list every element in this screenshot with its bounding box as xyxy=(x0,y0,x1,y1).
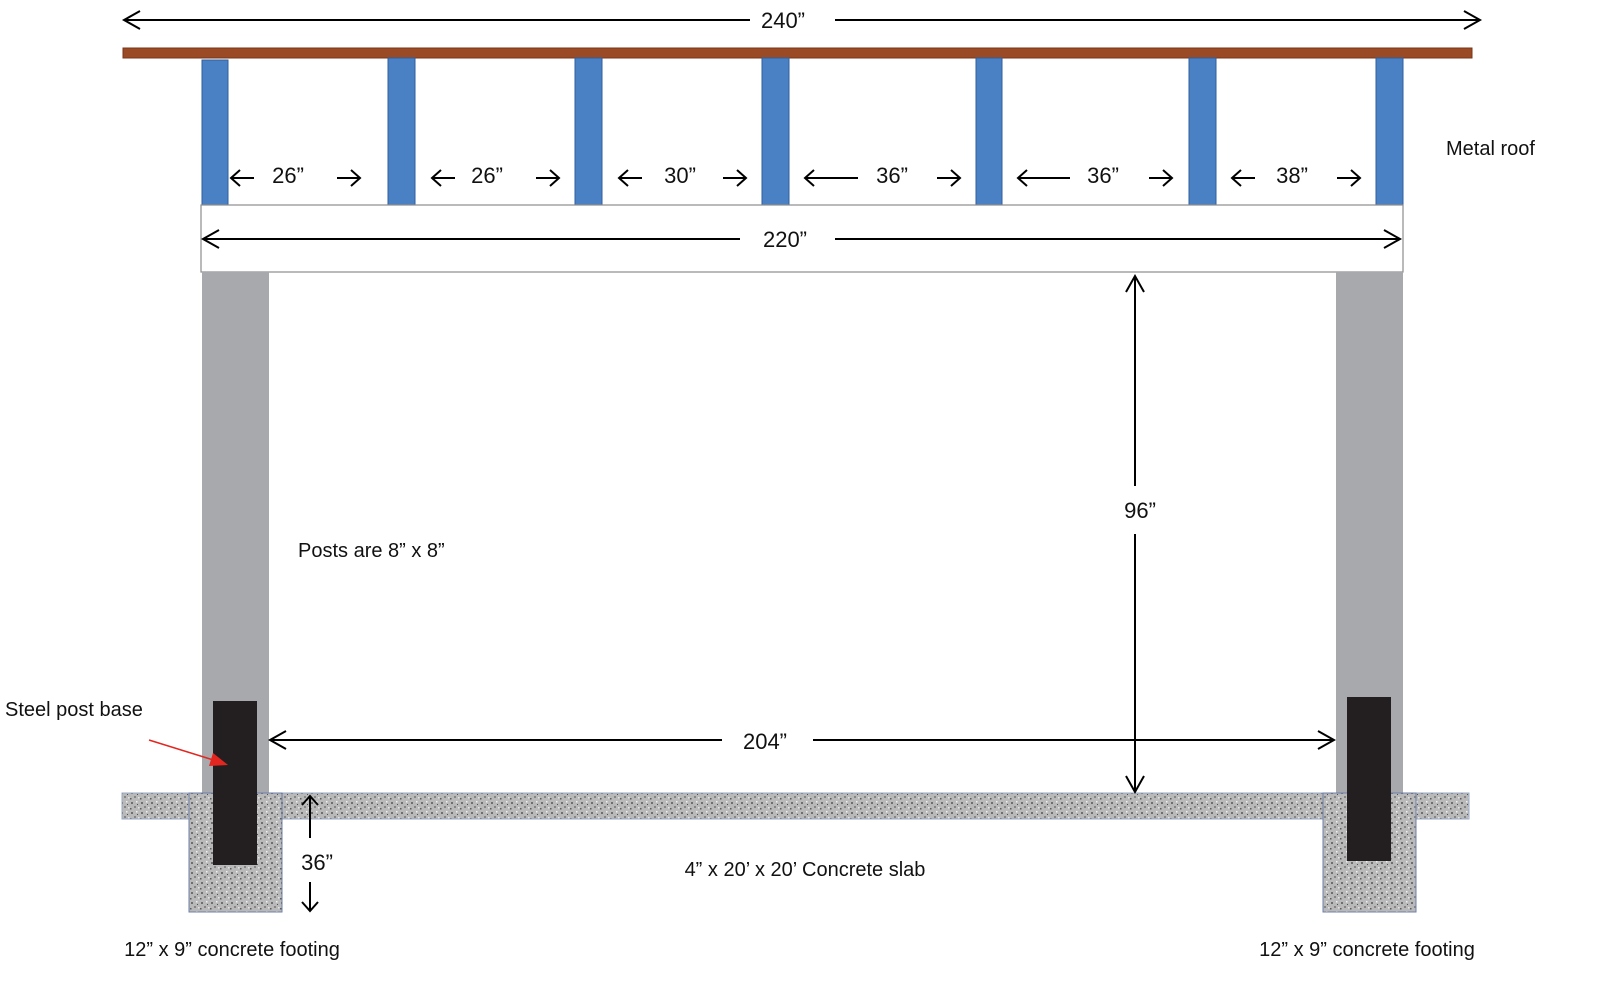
footing-depth-dimension: 36” xyxy=(301,794,333,913)
spacing-label: 38” xyxy=(1276,163,1308,188)
spacing-label: 26” xyxy=(471,163,503,188)
purlin xyxy=(975,57,1003,206)
purlins xyxy=(201,57,1404,206)
arrow-right-icon xyxy=(536,169,561,187)
arrowhead-left-icon xyxy=(200,229,220,249)
footing-left-label: 12” x 9” concrete footing xyxy=(124,939,340,961)
arrow-left-icon xyxy=(430,169,455,187)
spacing-dimension: 36” xyxy=(803,163,962,188)
arrowhead-left-icon xyxy=(267,730,287,750)
roof-label: Metal roof xyxy=(1446,138,1535,160)
right-steel-post-base xyxy=(1347,697,1391,861)
arrowhead-right-icon xyxy=(1383,229,1403,249)
left-steel-post-base xyxy=(213,701,257,865)
spacing-label: 26” xyxy=(272,163,304,188)
arrowhead-down-icon xyxy=(1125,775,1145,795)
arrow-left-icon xyxy=(617,169,642,187)
arrowhead-right-icon xyxy=(1463,10,1483,30)
overall-width-label: 240” xyxy=(761,8,805,33)
arrow-left-icon xyxy=(229,169,254,187)
arrowhead-left-icon xyxy=(121,10,141,30)
purlin xyxy=(761,57,790,206)
arrowhead-up-icon xyxy=(1125,273,1145,293)
concrete-slab xyxy=(121,792,1470,820)
leader-arrow-icon xyxy=(148,739,228,766)
purlin xyxy=(201,59,229,206)
arrow-down-icon xyxy=(301,882,319,913)
beam-width-dimension: 220” xyxy=(200,227,1403,252)
arrow-left-icon xyxy=(1230,169,1255,187)
post-height-label: 96” xyxy=(1124,498,1156,523)
beam-width-label: 220” xyxy=(763,227,807,252)
spacing-dimension: 26” xyxy=(430,163,561,188)
spacing-label: 36” xyxy=(876,163,908,188)
arrow-up-icon xyxy=(301,794,319,838)
footing-right-label: 12” x 9” concrete footing xyxy=(1259,939,1475,961)
post-height-dimension: 96” xyxy=(1124,273,1156,795)
arrow-left-icon xyxy=(1016,169,1070,187)
post-clear-span-label: 204” xyxy=(743,729,787,754)
slab-label: 4” x 20’ x 20’ Concrete slab xyxy=(685,859,926,881)
spacing-dimension: 36” xyxy=(1016,163,1174,188)
arrow-right-icon xyxy=(723,169,748,187)
spacing-label: 30” xyxy=(664,163,696,188)
spacing-dimension: 26” xyxy=(229,163,362,188)
overall-width-dimension: 240” xyxy=(121,8,1483,33)
arrowhead-right-icon xyxy=(1317,730,1337,750)
metal-roof xyxy=(122,47,1473,59)
arrow-right-icon xyxy=(1149,169,1174,187)
purlin xyxy=(574,57,603,206)
arrow-right-icon xyxy=(1337,169,1362,187)
spacing-label: 36” xyxy=(1087,163,1119,188)
arrow-right-icon xyxy=(937,169,962,187)
spacing-dimension: 38” xyxy=(1230,163,1362,188)
arrow-left-icon xyxy=(803,169,858,187)
purlin xyxy=(1188,57,1217,206)
purlin-spacing-dimensions: 26” 26” 30” 36” 36” 38” xyxy=(229,163,1362,188)
purlin xyxy=(1375,57,1404,206)
post-base-label: Steel post base xyxy=(5,699,143,721)
spacing-dimension: 30” xyxy=(617,163,748,188)
footing-depth-label: 36” xyxy=(301,850,333,875)
purlin xyxy=(387,57,416,206)
arrow-right-icon xyxy=(337,169,362,187)
post-clear-span-dimension: 204” xyxy=(267,729,1337,754)
posts-note: Posts are 8” x 8” xyxy=(298,540,445,562)
